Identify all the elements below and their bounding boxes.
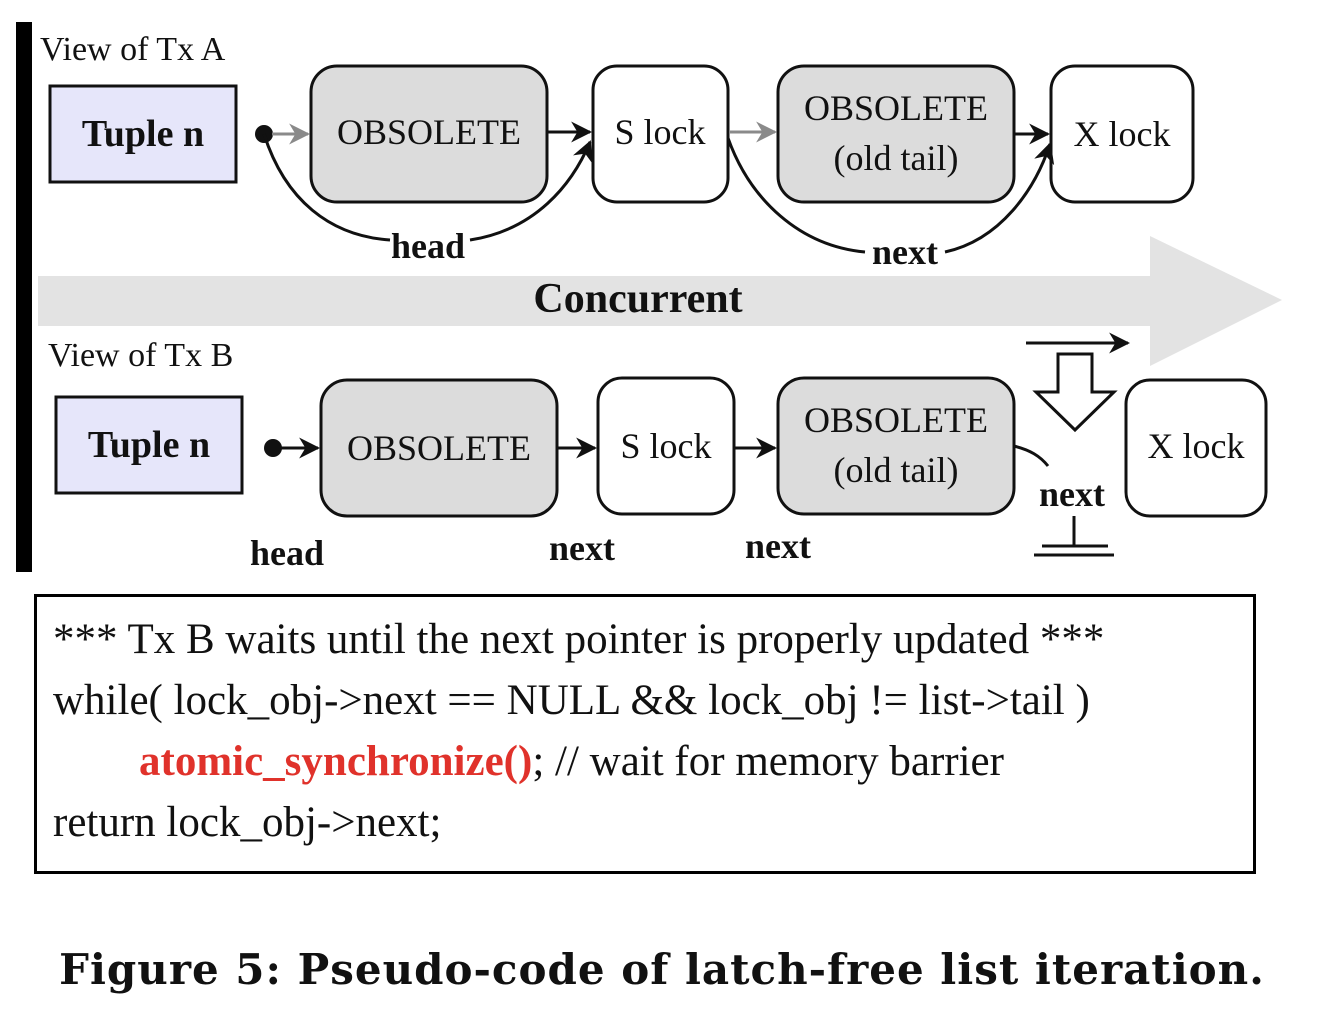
view-a-node-s-lock-label: S lock: [614, 112, 705, 152]
view-a-node-old-tail-line2: (old tail): [834, 138, 959, 178]
code-line-while: while( lock_obj->next == NULL && lock_ob…: [53, 677, 1090, 724]
view-b-node-obsolete-label: OBSOLETE: [347, 428, 531, 468]
concurrent-label: Concurrent: [533, 276, 742, 322]
view-a-head-curve: [262, 134, 590, 242]
code-line-comment: *** Tx B waits until the next pointer is…: [53, 616, 1105, 663]
view-a-tuple-box: [48, 84, 238, 184]
view-a-node-obsolete: [309, 64, 549, 204]
view-a-label: View of Tx A: [40, 31, 226, 68]
view-b-dangling-next-pointer: [1013, 444, 1050, 467]
view-b-head-label: head: [250, 533, 324, 573]
view-b-node-old-tail-line2: (old tail): [834, 450, 959, 490]
view-b-node-s-lock-label: S lock: [620, 426, 711, 466]
down-arrow-icon: [1032, 352, 1118, 433]
view-a-node-old-tail-line1: OBSOLETE: [804, 88, 988, 128]
view-a-node-old-tail: [776, 64, 1016, 204]
view-b-node-s-lock: [596, 376, 736, 516]
view-b-node-x-lock-label: X lock: [1148, 426, 1245, 466]
view-a-next-label: next: [872, 232, 938, 272]
view-a-next-curve: [726, 138, 1050, 254]
code-atomic-synchronize: atomic_synchronize(): [139, 738, 533, 785]
view-b-label: View of Tx B: [48, 337, 233, 374]
code-line-sync: atomic_synchronize(); // wait for memory…: [53, 731, 1253, 792]
view-b-next-label-1: next: [549, 528, 615, 568]
left-vertical-bar: [16, 22, 32, 572]
code-line-return: return lock_obj->next;: [53, 799, 442, 846]
pseudo-code-box: *** Tx B waits until the next pointer is…: [34, 594, 1256, 874]
view-b-tuple-label: Tuple n: [88, 424, 210, 466]
view-a-head-label: head: [391, 226, 465, 266]
view-b-node-old-tail: [776, 376, 1016, 516]
code-line-sync-rest: ; // wait for memory barrier: [532, 738, 1004, 785]
view-a-node-obsolete-label: OBSOLETE: [337, 112, 521, 152]
figure-caption: Figure 5: Pseudo-code of latch-free list…: [59, 945, 1265, 994]
view-b-node-x-lock: [1124, 378, 1268, 518]
view-b-next-label-3: next: [1039, 474, 1105, 514]
view-b-head-dot: [264, 439, 282, 457]
view-b-tuple-box: [54, 395, 244, 495]
view-a-tuple-label: Tuple n: [82, 113, 204, 155]
concurrent-arrow-band: [38, 236, 1282, 366]
view-b-next-label-2: next: [745, 526, 811, 566]
view-b-node-old-tail-line1: OBSOLETE: [804, 400, 988, 440]
view-a-node-x-lock-label: X lock: [1074, 114, 1171, 154]
